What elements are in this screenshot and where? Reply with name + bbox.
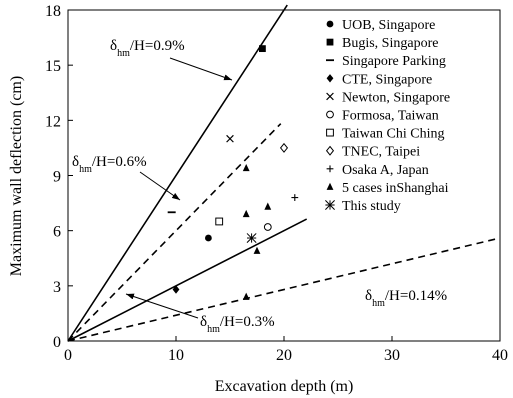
legend-label: TNEC, Taipei	[342, 145, 420, 160]
data-point	[246, 233, 257, 243]
ref-label-leader-arrow	[139, 171, 181, 201]
ref-line-label: δhm/H=0.9%	[110, 38, 185, 59]
legend-label: 5 cases inShanghai	[342, 181, 449, 196]
reference-line-labels: δhm/H=0.9%δhm/H=0.6%δhm/H=0.3%δhm/H=0.14…	[72, 38, 447, 335]
ref-line-0-14pct	[67, 237, 501, 342]
ref-label-symbol: δ	[200, 314, 207, 330]
legend-label: Osaka A, Japan	[342, 163, 429, 178]
ref-line-0-6pct	[67, 123, 282, 342]
ref-label-subscript: hm	[372, 298, 385, 309]
y-tick-label: 6	[53, 224, 61, 241]
ref-label-symbol: δ	[72, 154, 79, 170]
legend-label: Newton, Singapore	[342, 90, 450, 105]
ref-label-leader-arrow	[125, 293, 199, 319]
legend-marker	[326, 128, 334, 137]
data-point	[205, 234, 212, 242]
ref-line-label: δhm/H=0.14%	[365, 288, 447, 309]
x-tick-label: 30	[384, 347, 400, 364]
ref-label-value: /H=0.14%	[385, 288, 447, 304]
legend-marker	[325, 200, 335, 210]
data-point	[279, 142, 289, 153]
y-tick-label: 18	[45, 3, 61, 20]
data-point	[259, 45, 266, 53]
ref-line-0-9pct	[67, 4, 288, 342]
y-tick-label: 12	[45, 113, 61, 130]
y-axis-label: Maximum wall deflection (cm)	[8, 76, 25, 276]
data-point	[253, 246, 261, 254]
legend-marker	[326, 38, 334, 46]
x-tick-label: 20	[276, 347, 292, 364]
ref-line-label: δhm/H=0.3%	[200, 314, 275, 335]
legend-label: Singapore Parking	[342, 54, 446, 69]
x-tick-label: 40	[492, 347, 508, 364]
data-point	[172, 285, 180, 294]
data-points	[167, 45, 299, 300]
ref-label-leader-arrow	[169, 57, 233, 81]
data-point	[242, 209, 250, 218]
legend-marker	[326, 92, 334, 101]
data-point	[264, 202, 272, 210]
y-tick-label: 15	[45, 58, 61, 75]
ref-label-symbol: δ	[110, 38, 117, 54]
legend-label: CTE, Singapore	[342, 72, 432, 87]
data-point	[215, 217, 224, 226]
x-tick-label: 0	[64, 347, 72, 364]
y-tick-label: 0	[53, 334, 61, 351]
ref-label-subscript: hm	[207, 324, 220, 335]
ref-label-value: /H=0.9%	[130, 38, 185, 54]
legend-label: UOB, Singapore	[342, 18, 435, 33]
ref-label-symbol: δ	[365, 288, 372, 304]
legend-marker	[325, 145, 335, 156]
x-axis-label: Excavation depth (m)	[215, 378, 354, 395]
data-point	[226, 134, 234, 143]
ref-label-subscript: hm	[117, 48, 130, 59]
y-tick-label: 9	[53, 169, 61, 186]
data-point	[242, 163, 250, 172]
data-point	[291, 194, 299, 201]
legend-label: Bugis, Singapore	[342, 36, 438, 51]
legend: UOB, Singapore Bugis, Singapore Singapore …	[325, 18, 450, 214]
data-point	[242, 292, 250, 300]
legend-marker	[326, 182, 334, 190]
x-tick-label: 10	[168, 347, 184, 364]
legend-label: Formosa, Taiwan	[342, 109, 439, 124]
x-stroke-2	[326, 92, 334, 101]
data-point	[263, 223, 272, 231]
x-stroke-2	[226, 134, 234, 143]
legend-marker	[326, 165, 334, 173]
legend-marker	[326, 74, 334, 83]
ref-line-label: δhm/H=0.6%	[72, 154, 147, 175]
ref-label-value: /H=0.6%	[92, 154, 147, 170]
ref-line-0-3pct	[67, 218, 308, 342]
ref-label-value: /H=0.3%	[220, 314, 275, 330]
legend-marker	[326, 110, 334, 119]
ref-label-subscript: hm	[79, 164, 92, 175]
reference-lines	[67, 4, 501, 342]
axis-ticks: 0 10 20 30 40 0 3 6 9 12 15 18	[45, 3, 508, 364]
y-tick-label: 3	[53, 279, 61, 296]
legend-marker	[326, 20, 334, 28]
legend-label: Taiwan Chi Ching	[342, 127, 444, 142]
legend-label: This study	[342, 199, 401, 214]
